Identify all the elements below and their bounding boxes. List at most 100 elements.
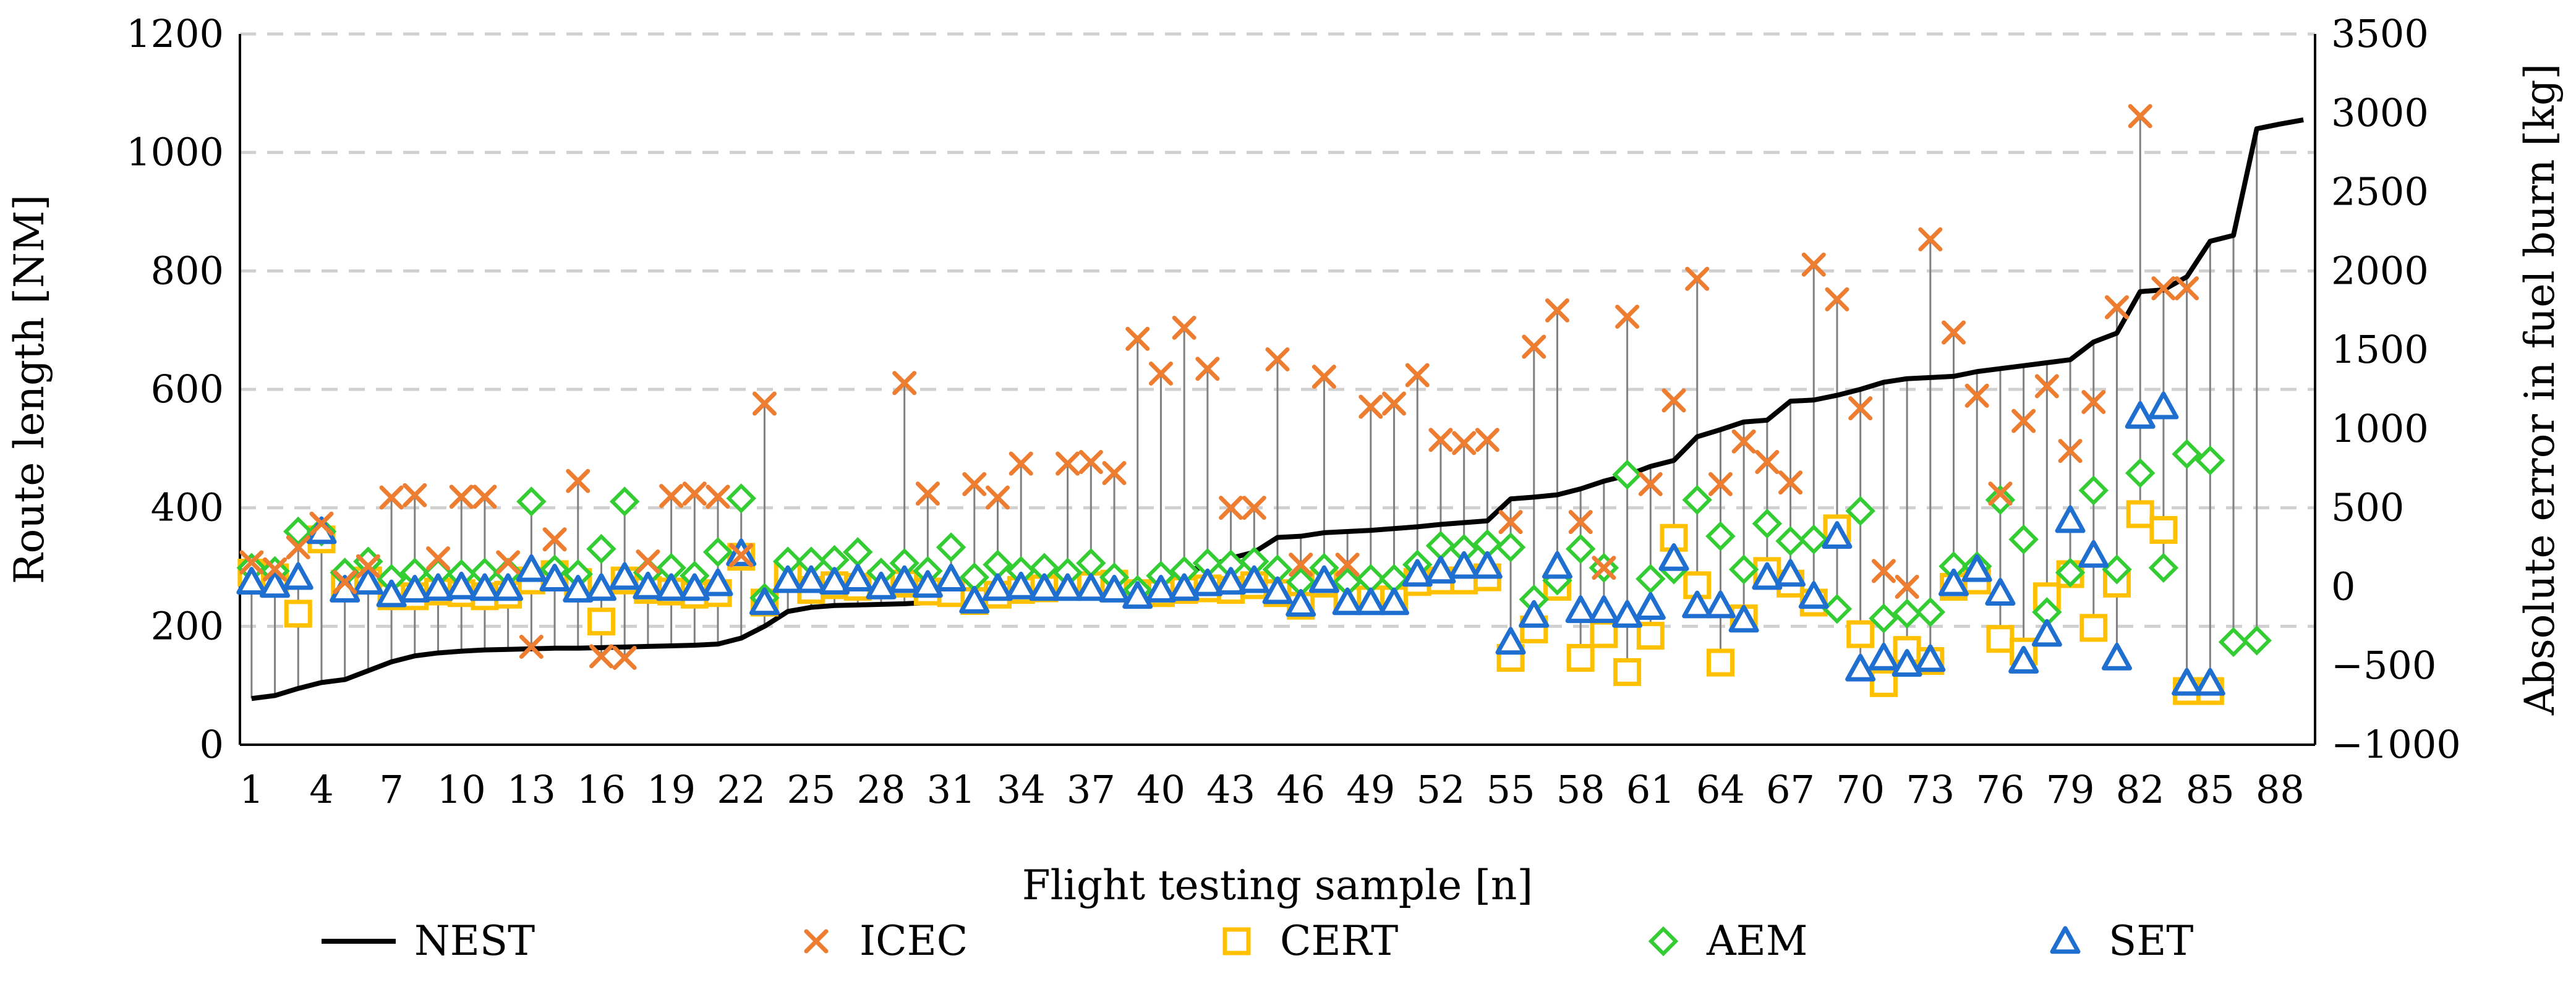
marker-stroke xyxy=(682,481,707,506)
cert-point xyxy=(1566,643,1595,672)
x-tick-label: 4 xyxy=(309,767,333,812)
set-point xyxy=(2008,646,2039,674)
set-point xyxy=(1286,589,1316,617)
icec-point xyxy=(1148,361,1173,386)
marker-stroke xyxy=(1918,227,1943,252)
set-point xyxy=(1122,581,1153,609)
set-point xyxy=(283,562,313,590)
icec-point xyxy=(1895,574,1919,599)
x-tick-label: 10 xyxy=(437,767,486,812)
set-point xyxy=(1425,556,1456,584)
aem-point xyxy=(1495,532,1526,562)
marker-stroke xyxy=(263,557,288,582)
marker-stroke xyxy=(1778,470,1803,495)
set-point xyxy=(236,567,267,595)
marker-stroke xyxy=(239,550,264,575)
icec-point xyxy=(426,546,451,570)
legend-item-cert: CERT xyxy=(1222,917,1398,965)
set-point xyxy=(1915,644,1946,672)
marker-stroke xyxy=(1498,510,1523,535)
aem-point xyxy=(516,486,547,517)
y-right-tick-label: −500 xyxy=(2331,643,2436,688)
aem-point xyxy=(1612,459,1642,490)
legend: NEST ICEC CERT AEM SET xyxy=(322,917,2193,965)
marker-stroke xyxy=(2151,276,2176,300)
cert-point xyxy=(1590,620,1618,648)
marker-stroke xyxy=(309,511,334,536)
marker-stroke xyxy=(1056,451,1080,476)
cert-point xyxy=(1846,620,1875,648)
marker-stroke xyxy=(1848,396,1873,421)
marker-stroke xyxy=(962,472,987,496)
icec-point xyxy=(1078,450,1103,475)
aem-point xyxy=(726,483,756,514)
icec-point xyxy=(1871,559,1896,583)
set-point xyxy=(1845,653,1876,682)
set-point xyxy=(1099,575,1130,603)
x-tick-label: 37 xyxy=(1067,767,1115,812)
aem-point xyxy=(702,536,733,567)
y-right-tick-label: 3500 xyxy=(2331,11,2429,56)
cert-point xyxy=(1636,622,1665,650)
set-point xyxy=(749,587,780,616)
marker-stroke xyxy=(1219,496,1243,520)
icec-point xyxy=(706,485,730,509)
icec-point xyxy=(612,645,637,670)
x-tick-label: 88 xyxy=(2256,767,2305,812)
marker-stroke xyxy=(1685,266,1710,291)
marker-stroke xyxy=(472,485,497,509)
set-point xyxy=(633,571,663,599)
marker-stroke xyxy=(1195,357,1220,381)
set-point xyxy=(2078,540,2109,568)
cert-point xyxy=(1869,669,1898,697)
x-tick-label: 52 xyxy=(1417,767,1465,812)
y-right-tick-label: 1500 xyxy=(2331,327,2429,372)
marker-stroke xyxy=(333,570,357,595)
aem-point xyxy=(1775,526,1806,556)
marker-stroke xyxy=(379,485,404,510)
icec-point xyxy=(2151,276,2176,300)
set-point xyxy=(1005,571,1036,599)
marker-stroke xyxy=(1148,361,1173,386)
icec-point xyxy=(1311,365,1336,389)
aem-point xyxy=(2008,524,2039,555)
marker-stroke xyxy=(1895,574,1919,599)
cert-point xyxy=(1706,648,1734,677)
set-point xyxy=(399,575,430,603)
set-point xyxy=(1355,587,1386,616)
y-axis-right-title: Absolute error in fuel burn [kg] xyxy=(2516,64,2564,716)
icec-point xyxy=(1988,481,2013,506)
icec-point xyxy=(519,635,544,659)
aem-point xyxy=(1682,485,1712,515)
marker-series xyxy=(236,104,2272,705)
marker-stroke xyxy=(1009,451,1033,476)
y-left-tick-label: 1000 xyxy=(126,130,224,175)
icec-point xyxy=(589,644,613,669)
aem-point xyxy=(2078,475,2109,506)
icec-point xyxy=(1475,428,1499,452)
marker-stroke xyxy=(1242,496,1266,520)
set-point xyxy=(1262,576,1293,604)
icec-point xyxy=(1265,347,1290,371)
icec-point xyxy=(1056,451,1080,476)
set-point xyxy=(2148,391,2179,420)
marker-stroke xyxy=(426,546,451,570)
marker-stroke xyxy=(1522,334,1546,359)
set-point xyxy=(1728,604,1759,633)
marker-stroke xyxy=(1358,394,1383,419)
x-tick-label: 25 xyxy=(787,767,835,812)
set-point xyxy=(539,564,570,591)
y-left-tick-label: 400 xyxy=(151,485,224,530)
marker-stroke xyxy=(1731,429,1756,454)
set-point xyxy=(1379,587,1410,616)
x-tick-label: 1 xyxy=(239,767,263,812)
legend-label: NEST xyxy=(414,917,535,965)
marker-stroke xyxy=(1428,428,1453,452)
icec-point xyxy=(2034,374,2059,399)
cert-point xyxy=(2149,515,2178,544)
legend-marker-swatch xyxy=(804,929,829,954)
aem-point xyxy=(1425,530,1456,561)
set-point xyxy=(1308,565,1339,593)
